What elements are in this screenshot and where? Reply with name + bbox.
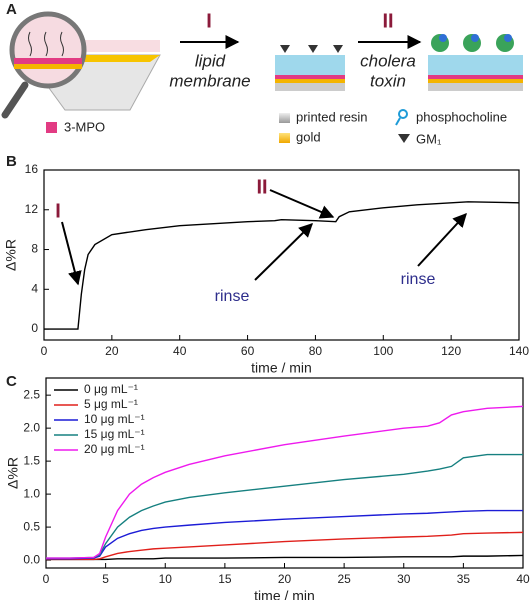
y-tick-label: 12 — [25, 202, 39, 216]
x-tick-label: 30 — [397, 572, 411, 586]
panel-label: B — [6, 153, 17, 170]
x-tick-label: 60 — [241, 344, 255, 358]
step-description: membrane — [169, 71, 250, 90]
y-tick-label: 0.5 — [23, 519, 40, 533]
legend-text: phosphocholine — [416, 109, 507, 124]
legend-text: gold — [296, 129, 321, 144]
x-tick-label: 25 — [337, 572, 351, 586]
y-tick-label: 8 — [31, 242, 38, 256]
panel-label: A — [6, 1, 17, 18]
data-line — [46, 531, 524, 561]
data-line — [46, 509, 523, 560]
y-tick-label: 1.5 — [23, 453, 40, 467]
y-tick-label: 2.0 — [23, 420, 40, 434]
annotation-arrows — [61, 189, 467, 286]
x-axis-title: time / min — [251, 360, 312, 376]
x-tick-label: 35 — [457, 572, 471, 586]
x-tick-label: 100 — [373, 344, 393, 358]
step-description: cholera — [360, 51, 416, 70]
legend-label: 10 μg mL⁻¹ — [84, 412, 145, 426]
panel-label: C — [6, 373, 17, 390]
step-label: I — [206, 10, 212, 32]
annotation: I — [55, 200, 61, 222]
y-tick-label: 4 — [31, 281, 38, 295]
legend-text: GM₁ — [416, 131, 442, 146]
legend-label: 15 μg mL⁻¹ — [84, 427, 145, 441]
y-axis-title: Δ%R — [3, 239, 19, 271]
annotation: rinse — [215, 288, 250, 305]
x-tick-label: 0 — [41, 344, 48, 358]
legend-text: printed resin — [296, 109, 368, 124]
step-description: toxin — [370, 71, 406, 90]
data-line — [46, 554, 524, 561]
legend-label: 20 μg mL⁻¹ — [84, 442, 145, 456]
y-tick-label: 0.0 — [23, 552, 40, 566]
data-line — [46, 453, 523, 559]
x-tick-label: 10 — [159, 572, 173, 586]
x-tick-label: 40 — [516, 572, 530, 586]
y-tick-label: 16 — [25, 162, 39, 176]
x-tick-label: 140 — [509, 344, 529, 358]
x-tick-label: 15 — [218, 572, 232, 586]
step-description: lipid — [195, 51, 226, 70]
x-tick-label: 120 — [441, 344, 461, 358]
data-line — [44, 201, 520, 330]
step-label: II — [382, 10, 393, 32]
y-tick-label: 2.5 — [23, 387, 40, 401]
x-tick-label: 0 — [43, 572, 50, 586]
x-axis-title: time / min — [254, 588, 315, 600]
annotation: II — [256, 176, 267, 198]
legend-label: 5 μg mL⁻¹ — [84, 397, 138, 411]
y-axis-title: Δ%R — [5, 457, 21, 489]
schematic — [1, 11, 523, 143]
x-tick-label: 40 — [173, 344, 187, 358]
legend-label: 0 μg mL⁻¹ — [84, 382, 138, 396]
x-tick-label: 80 — [309, 344, 323, 358]
y-tick-label: 0 — [31, 321, 38, 335]
y-tick-label: 1.0 — [23, 486, 40, 500]
annotation: rinse — [401, 271, 436, 288]
x-tick-label: 20 — [105, 344, 119, 358]
x-tick-label: 20 — [278, 572, 292, 586]
plot-frame — [43, 169, 520, 341]
x-tick-label: 5 — [102, 572, 109, 586]
legend-text: 3-MPO — [64, 119, 105, 134]
data-line — [46, 405, 524, 559]
